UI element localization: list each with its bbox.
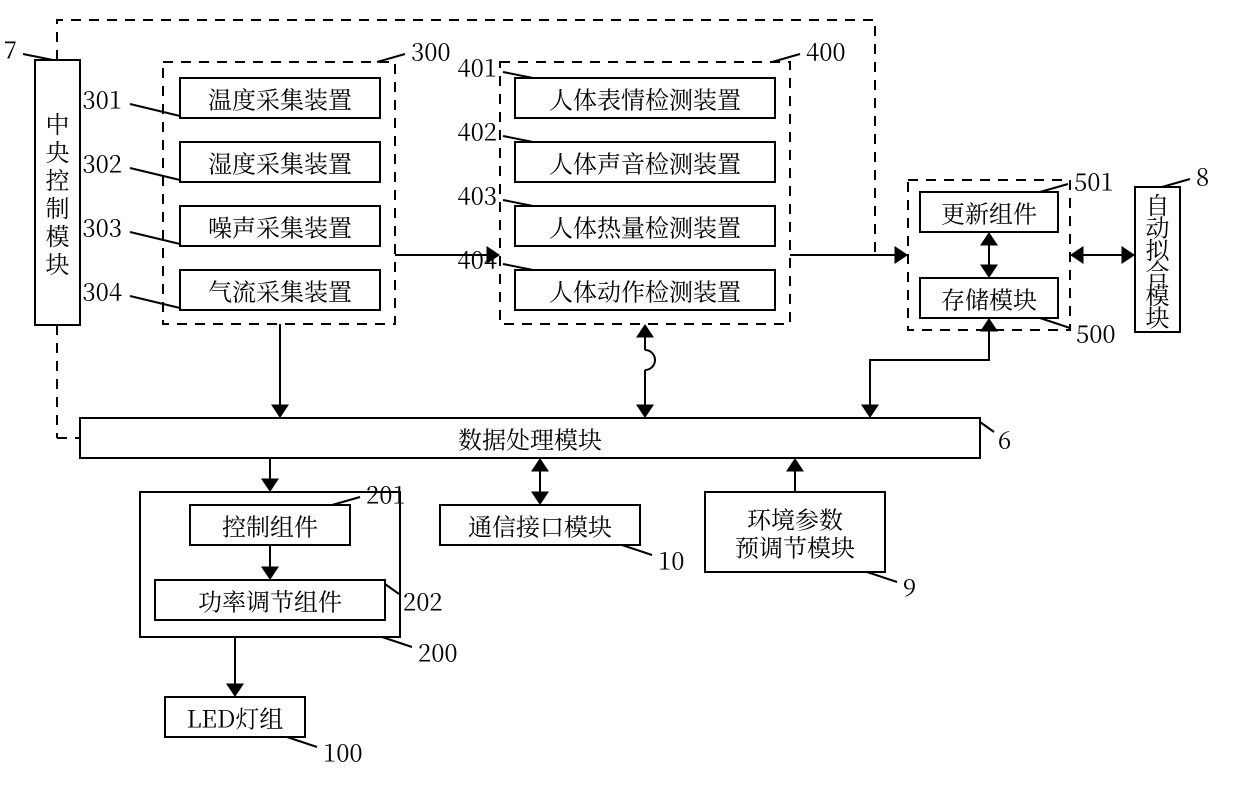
n403-label: 人体热量检测装置 <box>549 209 741 244</box>
n100-ref: 100 <box>323 734 363 769</box>
n6-label: 数据处理模块 <box>458 421 602 456</box>
n302-label: 湿度采集装置 <box>208 145 352 180</box>
n9-ref: 9 <box>903 569 916 604</box>
n201-label: 控制组件 <box>222 508 318 543</box>
n7-ref: 7 <box>4 31 17 66</box>
n501-ref: 501 <box>1074 163 1114 198</box>
n500-ref: 500 <box>1076 315 1116 350</box>
n300-ref: 300 <box>411 33 451 68</box>
n304-ref: 304 <box>82 273 122 308</box>
n8-ref: 8 <box>1196 158 1209 193</box>
n304-label: 气流采集装置 <box>208 273 352 308</box>
n100-label: LED灯组 <box>187 700 284 735</box>
block-diagram: 中央控制模块7300温度采集装置301湿度采集装置302噪声采集装置303气流采… <box>0 0 1239 805</box>
n7-label: 块 <box>46 245 70 280</box>
n8-label: 块 <box>1146 298 1170 333</box>
n500-label: 存储模块 <box>941 281 1037 316</box>
n301-ref: 301 <box>82 81 122 116</box>
n402-label: 人体声音检测装置 <box>549 145 741 180</box>
n403-ref: 403 <box>457 177 497 212</box>
n401-label: 人体表情检测装置 <box>549 81 741 116</box>
n501-label: 更新组件 <box>941 195 1037 230</box>
svg-text:预调节模块: 预调节模块 <box>735 529 855 564</box>
n303-label: 噪声采集装置 <box>208 209 352 244</box>
n6-ref: 6 <box>998 421 1011 456</box>
n402-ref: 402 <box>457 113 497 148</box>
n401-ref: 401 <box>457 49 497 84</box>
n10-ref: 10 <box>658 542 684 577</box>
n404-label: 人体动作检测装置 <box>549 273 741 308</box>
n400-ref: 400 <box>806 33 846 68</box>
n202-ref: 202 <box>403 583 443 618</box>
n10-label: 通信接口模块 <box>468 508 612 543</box>
n202-label: 功率调节组件 <box>198 583 342 618</box>
n303-ref: 303 <box>82 209 122 244</box>
n302-ref: 302 <box>82 145 122 180</box>
n200-ref: 200 <box>418 634 458 669</box>
n301-label: 温度采集装置 <box>208 81 352 116</box>
n201-ref: 201 <box>366 476 406 511</box>
